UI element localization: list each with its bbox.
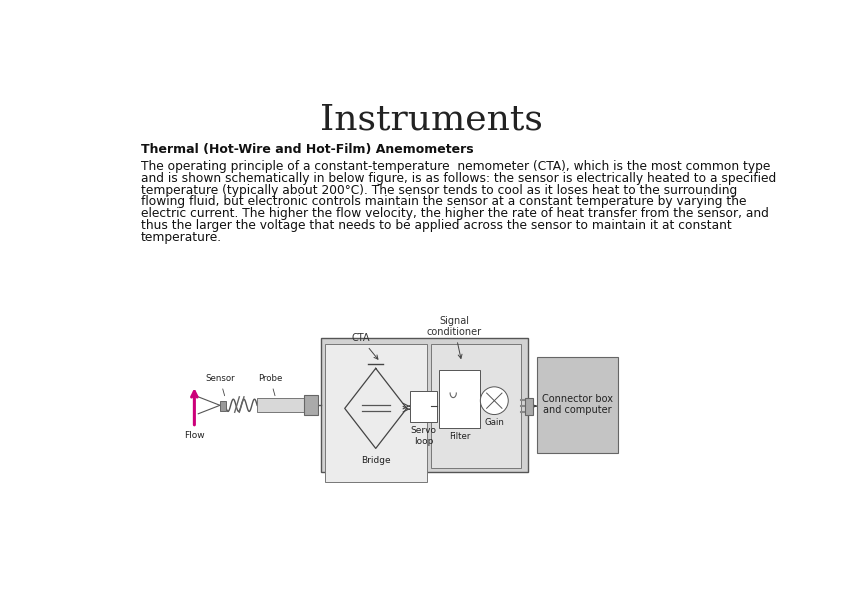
Text: Servo
loop: Servo loop xyxy=(411,426,437,446)
Text: temperature.: temperature. xyxy=(141,231,222,244)
Text: Instruments: Instruments xyxy=(320,103,543,136)
Text: temperature (typically about 200°C). The sensor tends to cool as it loses heat t: temperature (typically about 200°C). The… xyxy=(141,184,737,196)
Bar xyxy=(440,370,480,428)
Text: Thermal (Hot-Wire and Hot-Film) Anemometers: Thermal (Hot-Wire and Hot-Film) Anemomet… xyxy=(141,143,473,155)
Bar xyxy=(257,398,304,412)
Text: Sensor: Sensor xyxy=(205,375,235,396)
Text: CTA: CTA xyxy=(352,334,378,359)
Text: and is shown schematically in below figure, is as follows: the sensor is electri: and is shown schematically in below figu… xyxy=(141,171,776,185)
Text: thus the larger the voltage that needs to be applied across the sensor to mainta: thus the larger the voltage that needs t… xyxy=(141,219,732,233)
Bar xyxy=(410,392,437,422)
Bar xyxy=(431,345,521,468)
Bar xyxy=(537,357,618,453)
Bar xyxy=(304,395,317,416)
Text: Flow: Flow xyxy=(184,431,205,441)
Text: Gain: Gain xyxy=(484,419,504,427)
Text: flowing fluid, but electronic controls maintain the sensor at a constant tempera: flowing fluid, but electronic controls m… xyxy=(141,195,746,209)
Text: Probe: Probe xyxy=(258,375,283,396)
Bar xyxy=(324,345,427,482)
Text: electric current. The higher the flow velocity, the higher the rate of heat tran: electric current. The higher the flow ve… xyxy=(141,207,769,220)
Text: Filter: Filter xyxy=(449,432,470,441)
Bar xyxy=(220,401,226,411)
Circle shape xyxy=(480,387,509,414)
Text: Connector box
and computer: Connector box and computer xyxy=(541,394,613,416)
Text: Bridge: Bridge xyxy=(361,456,391,465)
Text: Signal
conditioner: Signal conditioner xyxy=(426,316,482,359)
Text: The operating principle of a constant-temperature  nemometer (CTA), which is the: The operating principle of a constant-te… xyxy=(141,160,770,173)
Bar xyxy=(525,398,533,416)
Bar xyxy=(321,338,529,472)
